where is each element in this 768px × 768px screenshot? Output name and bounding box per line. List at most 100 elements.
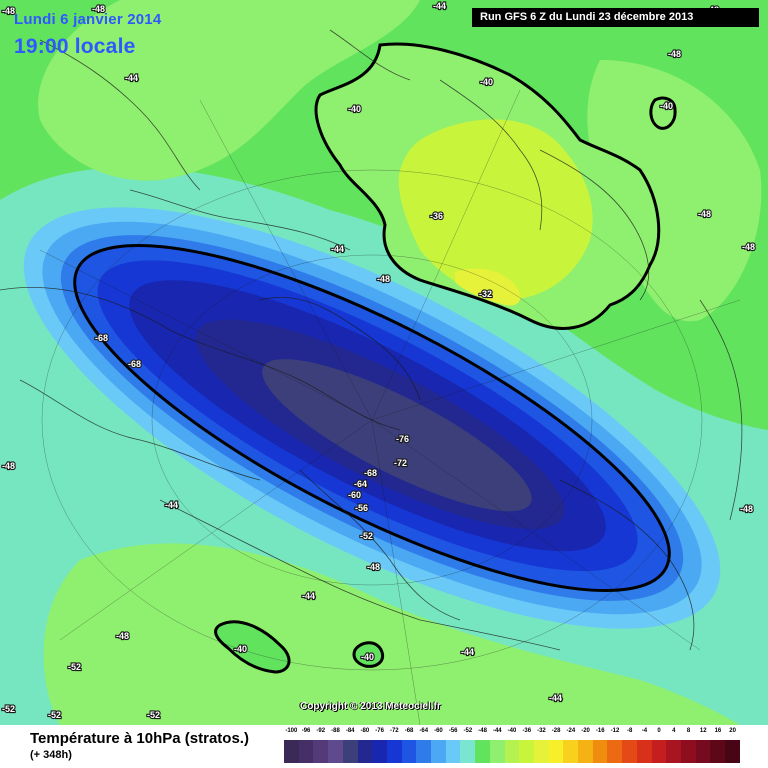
color-scale-label: -56 [448,728,458,734]
polar-vortex [23,207,721,629]
color-scale-label: 12 [699,728,707,734]
coastlines [0,29,743,651]
graticule [39,89,741,725]
color-scale-swatch [533,740,549,763]
color-scale-label: -32 [537,728,546,734]
color-scale-swatch [475,740,490,763]
color-scale-label: -48 [478,728,487,734]
color-scale-label: -64 [419,728,429,734]
color-scale-label: 8 [686,728,691,734]
color-scale-swatch [445,740,461,763]
isotherm-label: -48 [2,6,15,16]
color-scale-swatch [636,740,652,763]
warm-pool-32 [455,268,521,306]
color-scale-label: -40 [507,728,517,734]
color-scale-swatch [342,740,358,763]
color-scale-swatch [578,740,593,763]
warm-island-40-south-west [214,620,291,674]
color-scale-label: -28 [551,728,561,734]
color-scale-label: -4 [641,728,648,734]
color-scale-label: -92 [316,728,326,734]
color-scale-swatch [460,740,476,763]
warm-island-40-south [352,641,385,668]
temperature-band-44-south [43,543,740,725]
isotherm-label: -68 [95,333,108,343]
color-scale-swatch [416,740,432,763]
color-scale-swatch [401,740,417,763]
temperature-band-44-north [38,0,421,181]
color-scale-swatch [298,740,314,763]
color-scale-swatch [607,740,623,763]
color-scale-label: 16 [714,728,722,734]
color-scale-swatch [357,740,373,763]
isotherm-label: -44 [331,244,344,254]
isotherm-label: -52 [68,662,81,672]
run-info: Run GFS 6 Z du Lundi 23 décembre 2013 [472,8,759,27]
color-scale-label: -80 [360,728,370,734]
color-scale-swatch [519,740,534,763]
color-scale-label: -100 [285,728,298,734]
color-scale-label: 4 [672,728,676,734]
color-scale-label: -36 [522,728,532,734]
color-scale-swatch [592,740,608,763]
isotherm-label: -36 [430,211,443,221]
color-scale-labels: -100 -96 -92 -88 -84 -80 -76 -72 -68 -64 -60 -56 -52… [284,728,740,739]
color-scale-swatch [548,740,564,763]
color-scale-label: -68 [404,728,414,734]
color-scale-swatch [666,740,681,763]
color-scale-swatch [651,740,667,763]
color-scale-label: -60 [434,728,443,734]
color-scale-swatch [489,740,505,763]
color-scale-swatch [710,740,726,763]
isotherm-label: -52 [48,710,61,720]
isotherm-label: -44 [302,591,315,601]
legend-footer: Température à 10hPa (stratos.) (+ 348h) … [0,725,768,768]
isotherm-label: -44 [433,1,446,11]
valid-time: 19:00 locale [14,35,136,58]
isotherm-label: -48 [698,209,711,219]
isotherm-label: -64 [354,479,367,489]
color-scale-swatch [328,740,343,763]
isotherm-label: -48 [668,49,681,59]
warm-pool-36 [398,119,593,300]
color-scale-label: -76 [375,728,384,734]
color-scale-label: -20 [581,728,590,734]
color-scale-swatch [313,740,329,763]
isotherm-label: -52 [360,531,373,541]
isotherm-label: -68 [364,468,377,478]
color-scale-label: -84 [345,728,355,734]
isotherm-label: -68 [128,359,141,369]
isotherm-label: -44 [549,693,562,703]
color-scale-label: -44 [492,728,502,734]
stratospheric-temperature-map: -48 -44 -40 -48 -44 -40 -40 -48 -36 -48 … [0,0,768,725]
isotherm-label: -44 [461,647,474,657]
isotherm-label: -48 [2,461,15,471]
color-scale-label: -72 [389,728,399,734]
isotherm-label: -40 [480,77,493,87]
color-scale-swatch [284,740,299,763]
lead-time: (+ 348h) [30,749,72,761]
color-scale-label: -8 [627,728,633,734]
isotherm-label: -44 [165,500,178,510]
isotherm-label: -44 [125,73,138,83]
isotherm-label: -52 [147,710,160,720]
color-scale-label: -12 [610,728,620,734]
color-scale-swatch [386,740,402,763]
isotherm-label: -48 [740,504,753,514]
color-scale-label: -88 [331,728,340,734]
color-scale-swatch [504,740,520,763]
copyright: Copyright © 2013 Meteociel.fr [300,701,441,712]
isotherm-label: -40 [361,652,374,662]
color-scale-label: 0 [657,728,661,734]
map-canvas: -48 -44 -40 -48 -44 -40 -40 -48 -36 -48 … [0,0,768,725]
color-scale-swatch [431,740,446,763]
color-scale-label: 20 [729,728,736,734]
isotherm-label: -48 [116,631,129,641]
color-scale-swatch [680,740,696,763]
isotherm-label: -48 [377,274,390,284]
color-scale-swatch [372,740,387,763]
isotherm-label: -76 [396,434,409,444]
color-scale-swatch [563,740,579,763]
warm-spot-40-east [649,96,677,130]
color-scale-label: -52 [463,728,473,734]
